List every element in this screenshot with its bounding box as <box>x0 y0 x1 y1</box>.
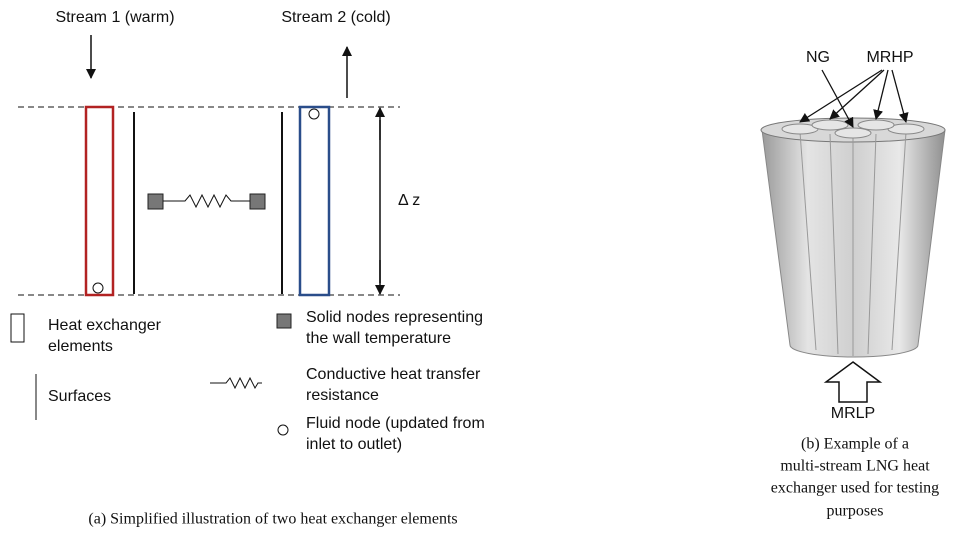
dz-label: Δ z <box>398 192 420 209</box>
resistance <box>163 195 250 207</box>
legend-text: Heat exchanger <box>48 317 162 334</box>
label-mrhp: MRHP <box>866 49 913 66</box>
caption-b: (b) Example of a <box>801 436 909 453</box>
legend-element-icon <box>11 314 24 342</box>
legend-text: inlet to outlet) <box>306 436 402 453</box>
stream2-label: Stream 2 (cold) <box>281 9 390 26</box>
cold-element <box>300 107 329 295</box>
solid-node <box>148 194 163 209</box>
figure: Stream 1 (warm) Stream 2 (cold) Δ z Heat… <box>0 0 972 539</box>
label-ng: NG <box>806 49 830 66</box>
legend-text: Conductive heat transfer <box>306 366 481 383</box>
legend-text: the wall temperature <box>306 330 451 347</box>
label-mrlp: MRLP <box>831 405 875 422</box>
solid-node <box>250 194 265 209</box>
legend-fluid-icon <box>278 425 288 435</box>
legend-text: elements <box>48 338 113 355</box>
fluid-node <box>309 109 319 119</box>
caption-b: purposes <box>827 503 884 520</box>
caption-b: multi-stream LNG heat <box>780 458 930 475</box>
legend-solid-icon <box>277 314 291 328</box>
fluid-node <box>93 283 103 293</box>
legend-text: resistance <box>306 387 379 404</box>
stream1-label: Stream 1 (warm) <box>55 9 174 26</box>
legend-text: Solid nodes representing <box>306 309 483 326</box>
legend-text: Fluid node (updated from <box>306 415 485 432</box>
legend-text: Surfaces <box>48 388 111 405</box>
caption-b: exchanger used for testing <box>771 480 939 497</box>
caption-a: (a) Simplified illustration of two heat … <box>88 511 457 528</box>
warm-element <box>86 107 113 295</box>
legend-resistance-icon <box>210 378 262 388</box>
inlet-arrow-large <box>826 362 880 402</box>
